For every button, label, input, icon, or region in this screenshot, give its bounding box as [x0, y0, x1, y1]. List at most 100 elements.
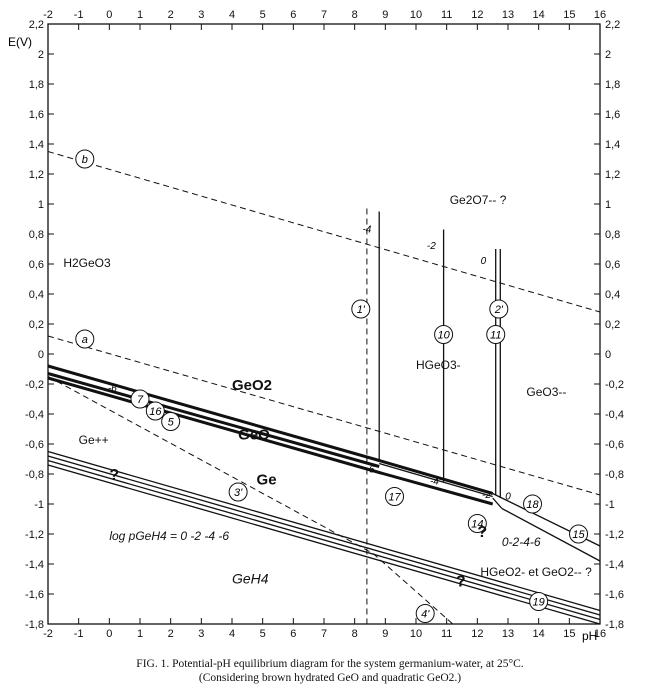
x-tick-label-top: 12: [471, 9, 483, 21]
line-annotations: -6 -4 -2 0 -6 -4 -2 0: [108, 225, 511, 503]
x-tick-label-top: 0: [106, 9, 112, 21]
x-tick-label-bottom: 15: [563, 628, 575, 640]
region-label: HGeO3-: [416, 358, 461, 372]
x-tick-label-top: 11: [441, 9, 452, 21]
x-tick-label-bottom: -2: [43, 628, 53, 640]
x-tick-label-top: 2: [168, 9, 174, 21]
line-annotation: -2: [482, 490, 491, 501]
y-tick-label-right: 1,8: [605, 79, 620, 91]
region-label: ?: [477, 524, 487, 541]
line-16: [47, 372, 380, 468]
circled-label-text: 4': [421, 609, 430, 621]
circled-label-text: 2': [494, 304, 504, 316]
region-label: H2GeO3: [63, 256, 111, 270]
y-axis-label: E(V): [8, 35, 32, 49]
line-17: [379, 462, 493, 498]
y-tick-label-right: -0,2: [605, 379, 624, 391]
y-tick-label-left: 0: [38, 349, 44, 361]
line-19: [47, 459, 601, 621]
y-tick-label-left: -0,4: [25, 409, 44, 421]
circled-label-ring: [489, 299, 509, 319]
circled-label-text: 10: [437, 330, 450, 342]
y-tick-label-right: 1: [605, 199, 611, 211]
circled-label-ring: [467, 514, 487, 533]
circled-label-text: 11: [490, 330, 501, 342]
x-tick-label-bottom: 14: [533, 628, 545, 640]
circled-label-text: a: [82, 334, 88, 346]
circled-label-ring: [434, 325, 454, 344]
x-tick-label-bottom: 2: [168, 628, 174, 640]
x-tick-label-top: -2: [43, 9, 53, 21]
y-tick-label-left: 2,2: [29, 19, 44, 31]
figure-caption: FIG. 1. Potential-pH equilibrium diagram…: [136, 658, 524, 670]
circled-label-ring: [385, 487, 405, 506]
y-tick-label-left: 1,2: [29, 169, 44, 181]
y-tick-label-left: 1,8: [29, 79, 44, 91]
y-tick-label-left: -0,2: [25, 379, 44, 391]
y-tick-label-right: -1,4: [605, 559, 624, 571]
circled-label-ring: [569, 524, 589, 544]
x-tick-label-bottom: 6: [290, 628, 296, 640]
line-annotation: -2: [427, 241, 436, 252]
x-tick-label-top: 5: [260, 9, 266, 21]
y-tick-label-left: -0,8: [25, 469, 44, 481]
line-annotation: -4: [362, 225, 371, 236]
x-tick-label-bottom: 5: [260, 628, 266, 640]
region-label: GeO2: [232, 377, 272, 394]
circled-label-text: 16: [149, 406, 162, 418]
line-a: [47, 335, 601, 496]
equilibrium-lines: [47, 151, 601, 625]
y-tick-label-left: 2: [38, 49, 44, 61]
circled-label-ring: [415, 604, 435, 623]
circled-line-labels: b a 7 16 5 3' 1' 10 11 2' 17 14 18 15 19 4': [75, 149, 589, 623]
region-labels: H2GeO3 Ge2O7-- ? GeO2 HGeO3- GeO3-- GeO Ge++ Ge…: [63, 193, 592, 591]
y-tick-label-right: 0,2: [605, 319, 620, 331]
line-19: [47, 464, 601, 625]
x-tick-label-bottom: -1: [74, 628, 84, 640]
y-tick-label-right: 1,2: [605, 169, 620, 181]
line-annotation: 0: [505, 492, 511, 503]
circled-label-ring: [161, 412, 181, 431]
circled-label-ring: [130, 389, 150, 409]
region-label: ?: [109, 467, 119, 484]
x-tick-label-bottom: 9: [382, 628, 388, 640]
y-tick-label-left: 1: [38, 199, 44, 211]
x-tick-label-bottom: 10: [410, 628, 422, 640]
y-tick-label-left: 0,8: [29, 229, 44, 241]
x-tick-label-top: 13: [502, 9, 514, 21]
y-tick-label-right: -1: [605, 499, 615, 511]
y-tick-label-right: 0,4: [605, 289, 620, 301]
y-tick-label-left: 1,6: [29, 109, 44, 121]
region-label: log pGeH4 = 0 -2 -4 -6: [109, 529, 229, 543]
y-tick-label-right: -1,2: [605, 529, 624, 541]
y-tick-label-left: -1,6: [25, 589, 44, 601]
y-tick-label-right: 2: [605, 49, 611, 61]
x-tick-label-top: 8: [352, 9, 358, 21]
y-tick-label-left: -1,2: [25, 529, 44, 541]
circled-label-ring: [351, 299, 371, 319]
circled-label-text: b: [82, 154, 88, 166]
region-label: 0-2-4-6: [502, 535, 541, 549]
y-tick-label-right: 1,6: [605, 109, 620, 121]
y-tick-label-right: 2,2: [605, 19, 620, 31]
x-tick-label-bottom: 16: [594, 628, 606, 640]
axes: -2-2-1-100112233445566778899101011111212…: [25, 9, 624, 640]
line-19: [47, 455, 601, 616]
circled-label-text: 3': [234, 487, 243, 499]
x-tick-label-top: 9: [382, 9, 388, 21]
line-annotation: -4: [430, 477, 439, 488]
y-tick-label-right: 1,4: [605, 139, 620, 151]
x-tick-label-bottom: 0: [106, 628, 112, 640]
y-tick-label-left: -1,4: [25, 559, 44, 571]
x-tick-label-top: 4: [229, 9, 235, 21]
y-tick-label-right: 0: [605, 349, 611, 361]
x-tick-label-top: 7: [321, 9, 327, 21]
y-tick-label-right: -0,6: [605, 439, 624, 451]
y-tick-label-left: 0,4: [29, 289, 44, 301]
line-b: [47, 151, 601, 313]
circled-label-ring: [75, 329, 95, 349]
x-tick-label-top: 10: [410, 9, 422, 21]
x-tick-label-bottom: 1: [137, 628, 143, 640]
x-tick-label-bottom: 3: [198, 628, 204, 640]
